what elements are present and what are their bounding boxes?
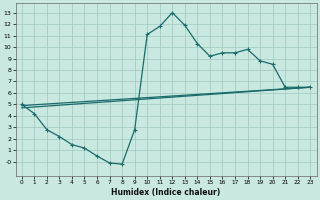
X-axis label: Humidex (Indice chaleur): Humidex (Indice chaleur) bbox=[111, 188, 221, 197]
